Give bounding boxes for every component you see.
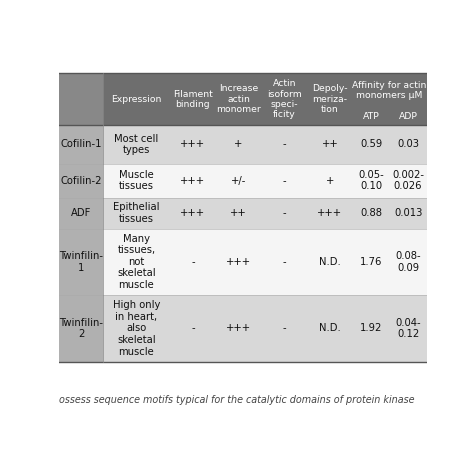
Bar bbox=[103, 125, 170, 164]
Text: Filament
binding: Filament binding bbox=[173, 90, 213, 109]
Text: Muscle
tissues: Muscle tissues bbox=[119, 170, 154, 191]
Text: 0.08-
0.09: 0.08- 0.09 bbox=[395, 251, 421, 273]
Text: Epithelial
tissues: Epithelial tissues bbox=[113, 202, 160, 224]
Text: Depoly-
meriza-
tion: Depoly- meriza- tion bbox=[312, 84, 348, 114]
Text: Twinfilin-
1: Twinfilin- 1 bbox=[59, 251, 103, 273]
Bar bbox=[353, 125, 390, 164]
Bar bbox=[59, 73, 103, 125]
Text: +++: +++ bbox=[181, 176, 206, 186]
Text: +++: +++ bbox=[181, 139, 206, 149]
Text: ADF: ADF bbox=[71, 208, 91, 218]
Bar bbox=[390, 228, 427, 295]
Bar bbox=[170, 228, 216, 295]
Bar bbox=[103, 164, 170, 198]
Bar bbox=[307, 164, 353, 198]
Text: Actin
isoform
speci-
ficity: Actin isoform speci- ficity bbox=[267, 79, 301, 119]
Bar bbox=[170, 125, 216, 164]
Text: N.D.: N.D. bbox=[319, 257, 341, 267]
Text: +: + bbox=[234, 139, 243, 149]
Text: 1.92: 1.92 bbox=[360, 323, 383, 333]
Text: 0.03: 0.03 bbox=[397, 139, 419, 149]
Text: -: - bbox=[191, 257, 195, 267]
Bar bbox=[353, 198, 390, 228]
Bar bbox=[353, 73, 427, 108]
Text: -: - bbox=[283, 139, 286, 149]
Bar bbox=[390, 164, 427, 198]
Bar bbox=[390, 125, 427, 164]
Text: +/-: +/- bbox=[231, 176, 246, 186]
Bar bbox=[261, 228, 307, 295]
Text: Affinity for actin
monomers μM: Affinity for actin monomers μM bbox=[353, 81, 427, 100]
Bar bbox=[216, 198, 261, 228]
Bar bbox=[307, 73, 353, 125]
Text: 0.59: 0.59 bbox=[360, 139, 383, 149]
Bar bbox=[216, 295, 261, 362]
Bar bbox=[170, 295, 216, 362]
Text: -: - bbox=[283, 323, 286, 333]
Bar bbox=[307, 295, 353, 362]
Text: 0.013: 0.013 bbox=[394, 208, 422, 218]
Bar bbox=[216, 125, 261, 164]
Text: 0.05-
0.10: 0.05- 0.10 bbox=[358, 170, 384, 191]
Text: 0.002-
0.026: 0.002- 0.026 bbox=[392, 170, 424, 191]
Bar bbox=[216, 164, 261, 198]
Bar bbox=[390, 108, 427, 125]
Text: +++: +++ bbox=[226, 257, 251, 267]
Text: -: - bbox=[191, 323, 195, 333]
Text: ++: ++ bbox=[230, 208, 247, 218]
Bar bbox=[103, 198, 170, 228]
Bar bbox=[59, 295, 103, 362]
Text: Many
tissues,
not
skeletal
muscle: Many tissues, not skeletal muscle bbox=[117, 234, 156, 290]
Text: ADP: ADP bbox=[399, 112, 418, 121]
Bar bbox=[307, 228, 353, 295]
Text: ++: ++ bbox=[321, 139, 338, 149]
Bar bbox=[353, 108, 390, 125]
Text: 0.04-
0.12: 0.04- 0.12 bbox=[395, 318, 421, 339]
Text: -: - bbox=[283, 257, 286, 267]
Bar bbox=[170, 73, 216, 125]
Bar bbox=[59, 198, 103, 228]
Bar bbox=[261, 295, 307, 362]
Text: ATP: ATP bbox=[363, 112, 380, 121]
Bar bbox=[103, 73, 170, 125]
Text: +: + bbox=[326, 176, 334, 186]
Bar bbox=[353, 295, 390, 362]
Text: Most cell
types: Most cell types bbox=[114, 134, 158, 155]
Bar bbox=[216, 228, 261, 295]
Bar bbox=[390, 295, 427, 362]
Bar bbox=[261, 198, 307, 228]
Text: Expression: Expression bbox=[111, 95, 162, 104]
Bar bbox=[170, 198, 216, 228]
Bar bbox=[307, 198, 353, 228]
Bar bbox=[59, 228, 103, 295]
Text: Cofilin-1: Cofilin-1 bbox=[60, 139, 102, 149]
Bar bbox=[103, 228, 170, 295]
Text: -: - bbox=[283, 176, 286, 186]
Bar bbox=[170, 164, 216, 198]
Text: Increase
actin
monomer: Increase actin monomer bbox=[216, 84, 261, 114]
Bar bbox=[261, 164, 307, 198]
Text: +++: +++ bbox=[226, 323, 251, 333]
Text: +++: +++ bbox=[317, 208, 342, 218]
Bar bbox=[216, 73, 261, 125]
Bar bbox=[103, 295, 170, 362]
Bar bbox=[307, 125, 353, 164]
Text: 1.76: 1.76 bbox=[360, 257, 383, 267]
Text: Twinfilin-
2: Twinfilin- 2 bbox=[59, 318, 103, 339]
Bar bbox=[353, 228, 390, 295]
Bar bbox=[353, 164, 390, 198]
Bar bbox=[59, 164, 103, 198]
Text: 0.88: 0.88 bbox=[360, 208, 382, 218]
Text: ossess sequence motifs typical for the catalytic domains of protein kinase: ossess sequence motifs typical for the c… bbox=[59, 395, 415, 405]
Text: Cofilin-2: Cofilin-2 bbox=[60, 176, 102, 186]
Text: +++: +++ bbox=[181, 208, 206, 218]
Bar bbox=[261, 73, 307, 125]
Text: N.D.: N.D. bbox=[319, 323, 341, 333]
Text: -: - bbox=[283, 208, 286, 218]
Bar bbox=[261, 125, 307, 164]
Text: High only
in heart,
also
skeletal
muscle: High only in heart, also skeletal muscle bbox=[113, 300, 160, 356]
Bar bbox=[59, 125, 103, 164]
Bar bbox=[390, 198, 427, 228]
